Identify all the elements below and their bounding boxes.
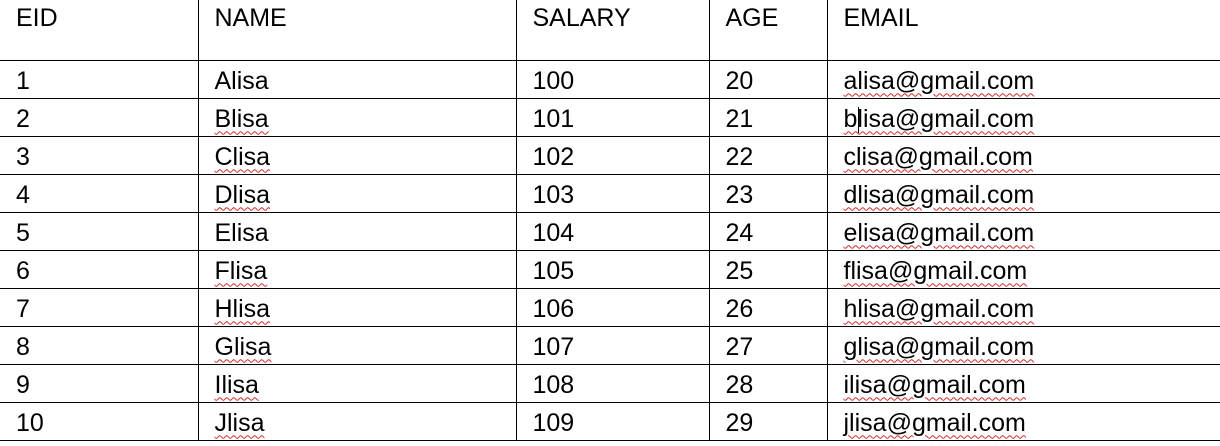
cell-email[interactable]: clisa@gmail.com (827, 136, 1220, 175)
cell-name[interactable]: Flisa (198, 250, 517, 289)
header-eid[interactable]: EID (0, 0, 199, 61)
cell-name[interactable]: Elisa (198, 212, 517, 251)
cell-salary[interactable]: 104 (516, 212, 710, 251)
cell-eid[interactable]: 7 (0, 288, 199, 327)
cell-salary[interactable]: 103 (516, 174, 710, 213)
cell-name[interactable]: Glisa (198, 326, 517, 365)
cell-eid[interactable]: 8 (0, 326, 199, 365)
header-age[interactable]: AGE (709, 0, 828, 61)
name-text: Jlisa (214, 408, 265, 437)
cell-age[interactable]: 29 (709, 402, 828, 441)
cell-age[interactable]: 26 (709, 288, 828, 327)
cell-salary[interactable]: 108 (516, 364, 710, 403)
cell-salary[interactable]: 106 (516, 288, 710, 327)
table-row: 10 Jlisa 109 29 jlisa@gmail.com (0, 402, 1220, 441)
cell-age[interactable]: 27 (709, 326, 828, 365)
cell-eid[interactable]: 1 (0, 60, 199, 99)
email-text: elisa@gmail.com (843, 218, 1035, 247)
cell-age[interactable]: 24 (709, 212, 828, 251)
cell-name[interactable]: Blisa (198, 98, 517, 137)
cell-name[interactable]: Hlisa (198, 288, 517, 327)
name-text: Blisa (214, 104, 269, 133)
cell-age[interactable]: 21 (709, 98, 828, 137)
cell-email[interactable]: flisa@gmail.com (827, 250, 1220, 289)
cell-eid[interactable]: 6 (0, 250, 199, 289)
cell-salary[interactable]: 100 (516, 60, 710, 99)
name-text: Hlisa (214, 294, 271, 323)
cell-age[interactable]: 25 (709, 250, 828, 289)
cell-salary[interactable]: 101 (516, 98, 710, 137)
cell-eid[interactable]: 5 (0, 212, 199, 251)
cell-email[interactable]: elisa@gmail.com (827, 212, 1220, 251)
cell-eid[interactable]: 9 (0, 364, 199, 403)
email-text: flisa@gmail.com (843, 256, 1028, 285)
name-text: Glisa (214, 332, 272, 361)
cell-eid[interactable]: 2 (0, 98, 199, 137)
header-salary[interactable]: SALARY (516, 0, 710, 61)
text-cursor (858, 107, 859, 133)
cell-salary[interactable]: 105 (516, 250, 710, 289)
cell-name[interactable]: Clisa (198, 136, 517, 175)
email-text: alisa@gmail.com (843, 66, 1035, 95)
cell-age[interactable]: 20 (709, 60, 828, 99)
name-text: Flisa (214, 256, 268, 285)
cell-age[interactable]: 23 (709, 174, 828, 213)
email-text: glisa@gmail.com (843, 332, 1035, 361)
cell-salary[interactable]: 107 (516, 326, 710, 365)
name-text: Ilisa (214, 370, 259, 399)
email-text: dlisa@gmail.com (843, 180, 1035, 209)
table-row: 1 Alisa 100 20 alisa@gmail.com (0, 60, 1220, 99)
cell-email[interactable]: blisa@gmail.com (827, 98, 1220, 137)
table-row: 6 Flisa 105 25 flisa@gmail.com (0, 250, 1220, 289)
cell-email[interactable]: jlisa@gmail.com (827, 402, 1220, 441)
cell-email[interactable]: alisa@gmail.com (827, 60, 1220, 99)
email-text: clisa@gmail.com (843, 142, 1033, 171)
table-row: 8 Glisa 107 27 glisa@gmail.com (0, 326, 1220, 365)
name-text: Dlisa (214, 180, 271, 209)
table-row: 9 Ilisa 108 28 ilisa@gmail.com (0, 364, 1220, 403)
cell-eid[interactable]: 4 (0, 174, 199, 213)
email-text: jlisa@gmail.com (843, 408, 1026, 437)
cell-name[interactable]: Alisa (198, 60, 517, 99)
cell-eid[interactable]: 3 (0, 136, 199, 175)
cell-age[interactable]: 22 (709, 136, 828, 175)
header-row: EID NAME SALARY AGE EMAIL (0, 0, 1220, 61)
cell-salary[interactable]: 102 (516, 136, 710, 175)
table-row: 7 Hlisa 106 26 hlisa@gmail.com (0, 288, 1220, 327)
cell-age[interactable]: 28 (709, 364, 828, 403)
name-text: Clisa (214, 142, 271, 171)
cell-name[interactable]: Ilisa (198, 364, 517, 403)
cell-name[interactable]: Jlisa (198, 402, 517, 441)
email-text: ilisa@gmail.com (843, 370, 1026, 399)
cell-name[interactable]: Dlisa (198, 174, 517, 213)
table-row: 3 Clisa 102 22 clisa@gmail.com (0, 136, 1220, 175)
cell-email[interactable]: glisa@gmail.com (827, 326, 1220, 365)
header-name[interactable]: NAME (198, 0, 517, 61)
table-row: 5 Elisa 104 24 elisa@gmail.com (0, 212, 1220, 251)
cell-salary[interactable]: 109 (516, 402, 710, 441)
cell-email[interactable]: dlisa@gmail.com (827, 174, 1220, 213)
table-row: 4 Dlisa 103 23 dlisa@gmail.com (0, 174, 1220, 213)
email-text: hlisa@gmail.com (843, 294, 1035, 323)
cell-email[interactable]: ilisa@gmail.com (827, 364, 1220, 403)
email-text: blisa@gmail.com (843, 104, 1035, 133)
cell-email[interactable]: hlisa@gmail.com (827, 288, 1220, 327)
table-row: 2 Blisa 101 21 blisa@gmail.com (0, 98, 1220, 137)
cell-eid[interactable]: 10 (0, 402, 199, 441)
header-email[interactable]: EMAIL (827, 0, 1220, 61)
